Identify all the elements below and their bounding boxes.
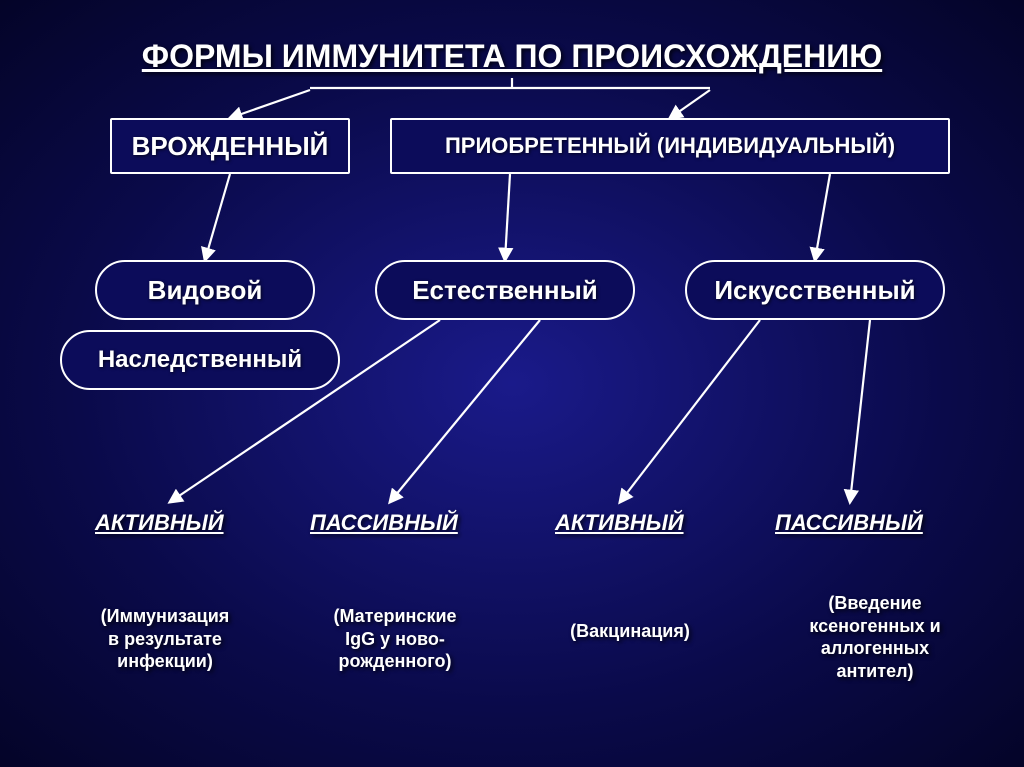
desc-artificial-passive: (Введениексеногенных иаллогенныхантител) xyxy=(775,592,975,682)
desc-natural-passive: (МатеринскиеIgG у ново-рожденного) xyxy=(300,605,490,673)
diagram-title: ФОРМЫ ИММУНИТЕТА ПО ПРОИСХОЖДЕНИЮ xyxy=(142,38,882,75)
desc-natural-active: (Иммунизацияв результатеинфекции) xyxy=(70,605,260,673)
node-hereditary: Наследственный xyxy=(60,330,340,390)
node-species: Видовой xyxy=(95,260,315,320)
node-artificial: Искусственный xyxy=(685,260,945,320)
leaf-artificial-active: АКТИВНЫЙ xyxy=(555,510,684,536)
leaf-artificial-passive: ПАССИВНЫЙ xyxy=(775,510,923,536)
node-natural: Естественный xyxy=(375,260,635,320)
node-acquired: ПРИОБРЕТЕННЫЙ (ИНДИВИДУАЛЬНЫЙ) xyxy=(390,118,950,174)
node-innate: ВРОЖДЕННЫЙ xyxy=(110,118,350,174)
leaf-natural-active: АКТИВНЫЙ xyxy=(95,510,224,536)
leaf-natural-passive: ПАССИВНЫЙ xyxy=(310,510,458,536)
desc-artificial-active: (Вакцинация) xyxy=(545,620,715,643)
